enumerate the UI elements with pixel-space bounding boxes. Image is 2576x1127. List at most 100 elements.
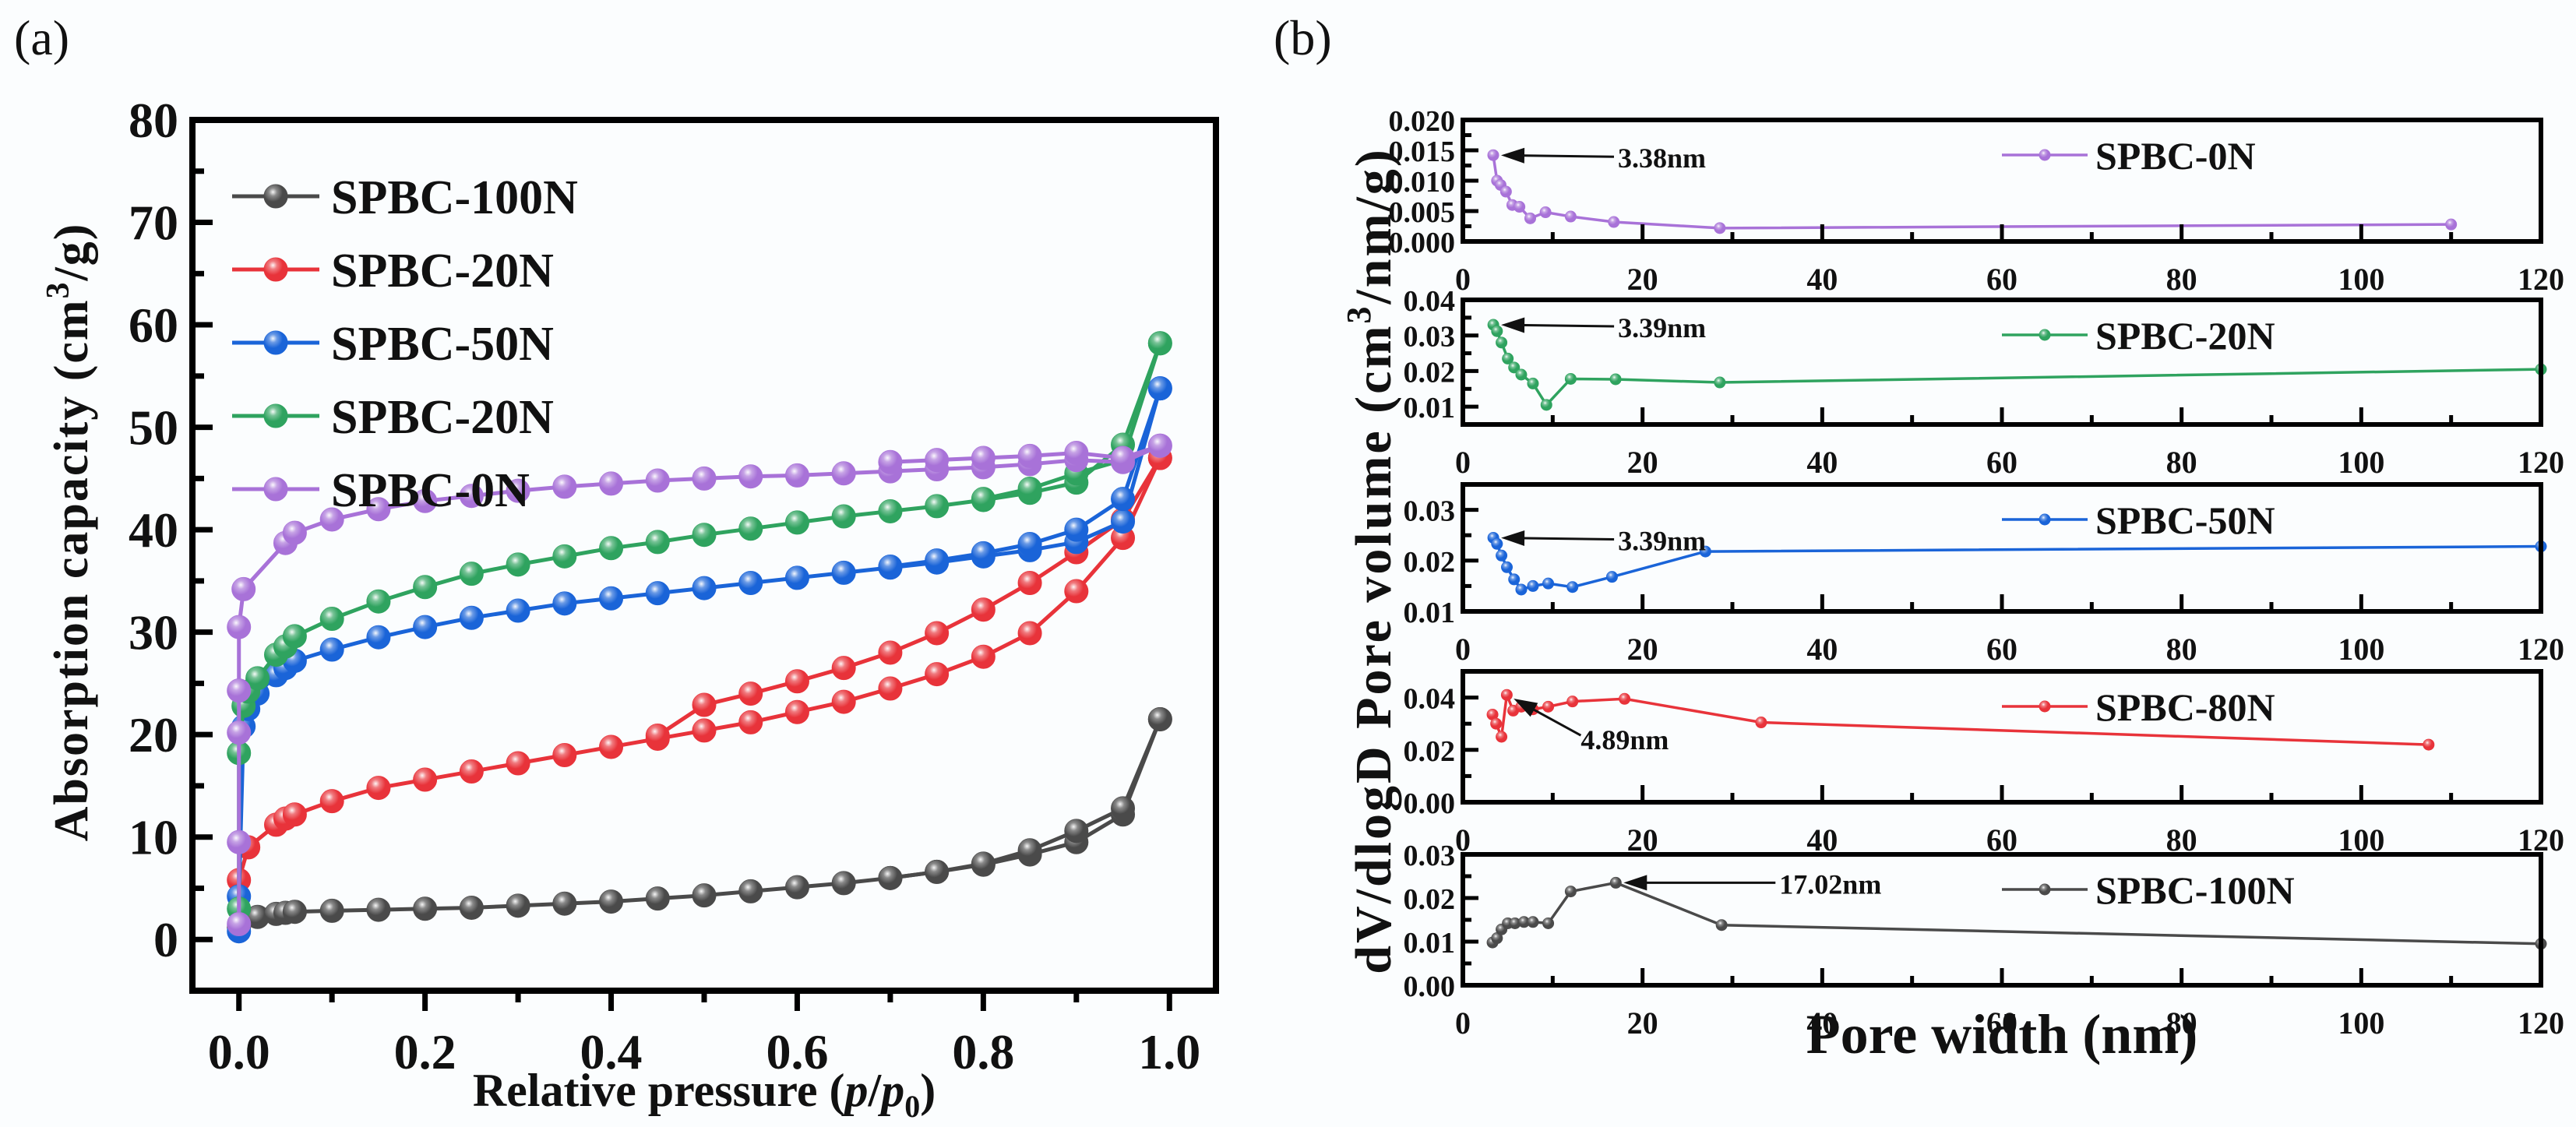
marker-shine — [320, 607, 344, 631]
legend-marker — [2039, 883, 2051, 896]
marker-shine — [1566, 696, 1578, 707]
marker-shine — [1491, 932, 1503, 944]
marker-shine — [460, 759, 484, 784]
data-point — [506, 598, 530, 623]
x-tick-label: 60 — [1986, 632, 2017, 667]
data-point — [1514, 201, 1526, 213]
marker-shine — [1501, 689, 1513, 701]
x-tick-label: 40 — [1806, 1005, 1838, 1041]
x-axis-label-part: Relative pressure ( — [473, 1065, 845, 1116]
legend-item: SPBC-20N — [2002, 314, 2275, 357]
data-point — [1064, 440, 1089, 465]
marker-shine — [506, 893, 530, 917]
x-tick-label: 60 — [1986, 445, 2017, 480]
x-tick-label: 0.8 — [952, 1024, 1014, 1079]
data-point — [552, 544, 577, 569]
data-point — [1605, 571, 1618, 583]
marker-shine — [227, 830, 251, 854]
data-point — [1540, 399, 1552, 411]
marker-shine — [1518, 916, 1530, 928]
data-point — [459, 759, 484, 784]
data-point — [1566, 581, 1579, 593]
marker-shine — [1619, 693, 1630, 705]
marker-shine — [878, 499, 902, 523]
peak-annotation: 4.89nm — [1514, 699, 1669, 755]
marker-shine — [283, 624, 307, 648]
data-point — [1491, 932, 1503, 945]
legend-label: SPBC-20N — [2095, 314, 2275, 357]
data-point — [599, 536, 624, 561]
marker-shine — [1524, 213, 1536, 224]
marker-shine — [245, 666, 270, 690]
x-tick-label: 80 — [2166, 1005, 2197, 1041]
marker-shine — [1527, 378, 1538, 389]
y-tick-label: 0.02 — [1404, 356, 1456, 389]
marker-shine — [1491, 326, 1503, 337]
marker-shine — [264, 258, 287, 281]
marker-shine — [2039, 884, 2050, 895]
data-point — [1496, 549, 1508, 562]
marker-shine — [231, 577, 255, 601]
data-point — [1566, 696, 1579, 708]
x-tick-label: 0 — [1455, 1005, 1471, 1041]
marker-shine — [264, 331, 287, 354]
data-point — [1515, 583, 1528, 596]
marker-shine — [971, 597, 996, 622]
y-tick-label: 80 — [129, 93, 178, 148]
marker-shine — [971, 487, 996, 511]
data-point — [645, 581, 670, 606]
marker-shine — [413, 768, 437, 792]
x-tick-label: 100 — [2338, 632, 2384, 667]
data-point — [692, 576, 717, 600]
marker-shine — [1716, 919, 1728, 931]
marker-shine — [506, 752, 530, 776]
x-tick-label: 0.2 — [394, 1024, 456, 1079]
y-axis-label-part: dV/dlogD Pore volume (cm — [1345, 324, 1402, 974]
peak-annotation: 3.38nm — [1500, 143, 1706, 174]
y-tick-label: 60 — [129, 298, 178, 353]
marker-shine — [227, 678, 251, 703]
subplot-spbc-100n: 0 20 40 60 80 100 120 0.00 0.01 0.02 0.03 SPBC-100N… — [1404, 840, 2565, 1041]
marker-shine — [925, 621, 949, 645]
data-point — [925, 621, 950, 646]
data-point — [784, 463, 809, 488]
data-point — [2423, 738, 2435, 751]
data-point — [366, 589, 391, 614]
data-point — [1608, 216, 1620, 228]
data-point — [319, 898, 344, 923]
marker-shine — [552, 544, 576, 569]
x-tick-label: 100 — [2338, 822, 2384, 858]
data-point — [878, 449, 903, 474]
marker-shine — [692, 718, 716, 742]
data-point — [1490, 717, 1503, 730]
data-point — [1496, 731, 1508, 743]
legend-item: SPBC-0N — [2002, 134, 2256, 178]
legend-label: SPBC-20N — [331, 245, 554, 298]
data-point — [506, 552, 530, 577]
y-tick-label: 20 — [129, 707, 178, 762]
marker-shine — [1064, 819, 1088, 843]
marker-shine — [1608, 217, 1619, 228]
marker-shine — [971, 446, 996, 470]
data-point — [738, 464, 763, 489]
marker-shine — [552, 743, 576, 767]
x-tick-label: 80 — [2166, 632, 2197, 667]
data-point — [831, 504, 856, 529]
marker-shine — [227, 720, 251, 745]
marker-shine — [264, 185, 287, 208]
y-tick-label: 0.005 — [1389, 196, 1456, 229]
x-tick-label: 20 — [1627, 822, 1658, 858]
data-point — [1500, 689, 1513, 701]
annotation-arrowhead — [1623, 875, 1647, 891]
x-tick-label: 60 — [1986, 262, 2017, 297]
marker-shine — [506, 552, 530, 576]
marker-shine — [413, 489, 437, 513]
legend-label: SPBC-100N — [331, 171, 578, 224]
data-point — [925, 448, 950, 473]
data-point — [319, 789, 344, 814]
data-point — [231, 576, 256, 601]
marker-shine — [552, 892, 576, 916]
data-point — [1111, 446, 1136, 470]
data-point — [738, 516, 763, 541]
